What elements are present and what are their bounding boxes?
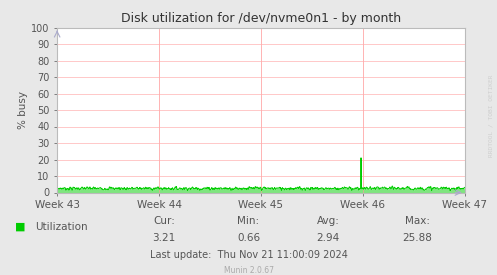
Y-axis label: % busy: % busy [18, 91, 28, 129]
Text: Avg:: Avg: [317, 216, 339, 226]
Text: Munin 2.0.67: Munin 2.0.67 [224, 266, 273, 274]
Text: Max:: Max: [405, 216, 430, 226]
Text: 0.66: 0.66 [237, 233, 260, 243]
Text: Last update:  Thu Nov 21 11:00:09 2024: Last update: Thu Nov 21 11:00:09 2024 [150, 250, 347, 260]
Text: 3.21: 3.21 [153, 233, 175, 243]
Title: Disk utilization for /dev/nvme0n1 - by month: Disk utilization for /dev/nvme0n1 - by m… [121, 12, 401, 25]
Text: Utilization: Utilization [35, 222, 87, 232]
Text: 25.88: 25.88 [403, 233, 432, 243]
Text: RRDTOOL / TOBI OETIKER: RRDTOOL / TOBI OETIKER [489, 74, 494, 157]
Text: 2.94: 2.94 [317, 233, 339, 243]
Text: ■: ■ [15, 222, 25, 232]
Text: Min:: Min: [238, 216, 259, 226]
Text: Cur:: Cur: [153, 216, 175, 226]
